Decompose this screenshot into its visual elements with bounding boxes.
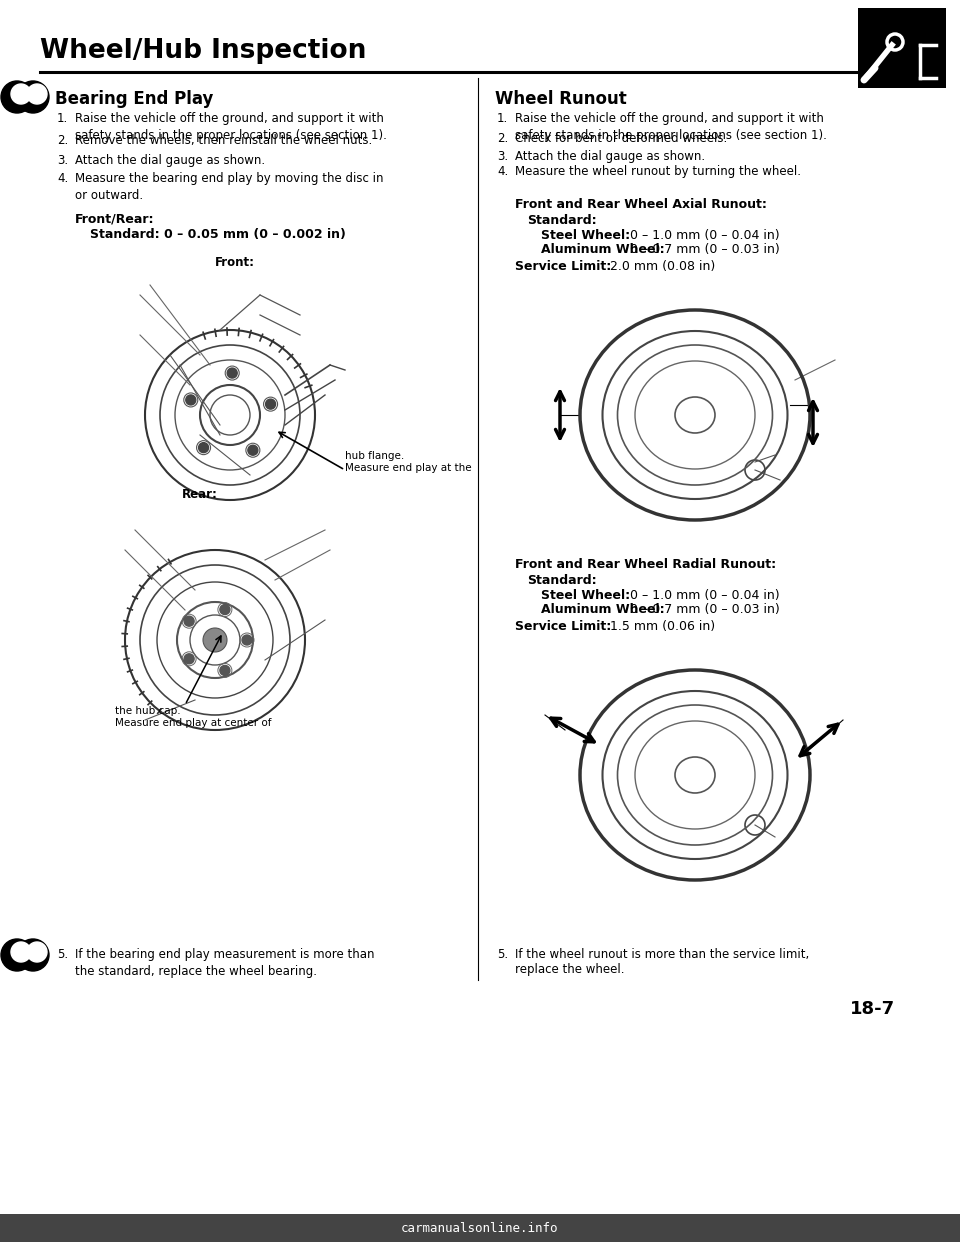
Circle shape — [248, 445, 258, 456]
Text: Standard: 0 – 0.05 mm (0 – 0.002 in): Standard: 0 – 0.05 mm (0 – 0.002 in) — [90, 229, 346, 241]
Text: Attach the dial gauge as shown.: Attach the dial gauge as shown. — [75, 154, 265, 166]
Text: Measure end play at center of: Measure end play at center of — [115, 718, 272, 728]
Text: Check for bent or deformed wheels.: Check for bent or deformed wheels. — [515, 132, 728, 145]
Text: 4.: 4. — [57, 171, 68, 185]
Text: replace the wheel.: replace the wheel. — [515, 963, 625, 976]
Text: 0 – 1.0 mm (0 – 0.04 in): 0 – 1.0 mm (0 – 0.04 in) — [630, 229, 780, 242]
Circle shape — [1, 939, 33, 971]
Text: Front and Rear Wheel Radial Runout:: Front and Rear Wheel Radial Runout: — [515, 558, 776, 571]
Circle shape — [11, 941, 31, 963]
Text: Rear:: Rear: — [182, 488, 218, 501]
Text: 3.: 3. — [497, 150, 508, 163]
Text: Aluminum Wheel:: Aluminum Wheel: — [541, 243, 664, 256]
Circle shape — [184, 653, 194, 663]
Text: Measure the bearing end play by moving the disc in
or outward.: Measure the bearing end play by moving t… — [75, 171, 383, 202]
Circle shape — [186, 395, 196, 405]
Circle shape — [184, 616, 194, 626]
Circle shape — [199, 442, 208, 452]
Circle shape — [203, 628, 227, 652]
Text: Raise the vehicle off the ground, and support it with
safety stands in the prope: Raise the vehicle off the ground, and su… — [75, 112, 387, 142]
Text: Standard:: Standard: — [527, 214, 596, 227]
Text: Service Limit:: Service Limit: — [515, 260, 612, 273]
Circle shape — [1, 81, 33, 113]
Text: 1.: 1. — [57, 112, 68, 125]
Circle shape — [266, 399, 276, 409]
Circle shape — [220, 666, 229, 676]
Bar — [858, 7, 946, 88]
Text: Measure end play at the: Measure end play at the — [345, 463, 471, 473]
Text: 2.: 2. — [57, 134, 68, 147]
Text: Measure the wheel runout by turning the wheel.: Measure the wheel runout by turning the … — [515, 165, 801, 178]
Text: 5.: 5. — [57, 948, 68, 961]
Text: Front/Rear:: Front/Rear: — [75, 212, 155, 225]
Text: 2.: 2. — [497, 132, 508, 145]
Text: If the bearing end play measurement is more than
the standard, replace the wheel: If the bearing end play measurement is m… — [75, 948, 374, 977]
Text: Front:: Front: — [215, 256, 255, 270]
Text: 5.: 5. — [497, 948, 508, 961]
Text: Steel Wheel:: Steel Wheel: — [541, 589, 630, 602]
Circle shape — [27, 941, 47, 963]
Text: 18-7: 18-7 — [850, 1000, 895, 1018]
Text: the hub cap.: the hub cap. — [115, 705, 180, 715]
Text: If the wheel runout is more than the service limit,: If the wheel runout is more than the ser… — [515, 948, 809, 961]
Text: Wheel/Hub Inspection: Wheel/Hub Inspection — [40, 39, 367, 65]
Text: Service Limit:: Service Limit: — [515, 620, 612, 633]
Text: Front and Rear Wheel Axial Runout:: Front and Rear Wheel Axial Runout: — [515, 197, 767, 211]
Text: Standard:: Standard: — [527, 574, 596, 587]
Circle shape — [228, 368, 237, 378]
Text: Steel Wheel:: Steel Wheel: — [541, 229, 630, 242]
Text: Raise the vehicle off the ground, and support it with
safety stands in the prope: Raise the vehicle off the ground, and su… — [515, 112, 827, 142]
Circle shape — [17, 939, 49, 971]
Text: Attach the dial gauge as shown.: Attach the dial gauge as shown. — [515, 150, 706, 163]
Circle shape — [242, 635, 252, 645]
Bar — [0, 1213, 960, 1242]
Text: Wheel Runout: Wheel Runout — [495, 89, 627, 108]
Text: Remove the wheels, then reinstall the wheel nuts.: Remove the wheels, then reinstall the wh… — [75, 134, 372, 147]
Text: 0 – 0.7 mm (0 – 0.03 in): 0 – 0.7 mm (0 – 0.03 in) — [630, 604, 780, 616]
Text: Bearing End Play: Bearing End Play — [55, 89, 213, 108]
Text: 3.: 3. — [57, 154, 68, 166]
Text: hub flange.: hub flange. — [345, 451, 404, 461]
Circle shape — [220, 605, 229, 615]
Text: 0 – 1.0 mm (0 – 0.04 in): 0 – 1.0 mm (0 – 0.04 in) — [630, 589, 780, 602]
Circle shape — [27, 84, 47, 104]
Text: 4.: 4. — [497, 165, 508, 178]
Text: carmanualsonline.info: carmanualsonline.info — [401, 1221, 559, 1235]
Text: Aluminum Wheel:: Aluminum Wheel: — [541, 604, 664, 616]
Circle shape — [17, 81, 49, 113]
Text: 2.0 mm (0.08 in): 2.0 mm (0.08 in) — [610, 260, 715, 273]
Text: 1.: 1. — [497, 112, 508, 125]
Text: 1.5 mm (0.06 in): 1.5 mm (0.06 in) — [610, 620, 715, 633]
Circle shape — [11, 84, 31, 104]
Text: 0 – 0.7 mm (0 – 0.03 in): 0 – 0.7 mm (0 – 0.03 in) — [630, 243, 780, 256]
